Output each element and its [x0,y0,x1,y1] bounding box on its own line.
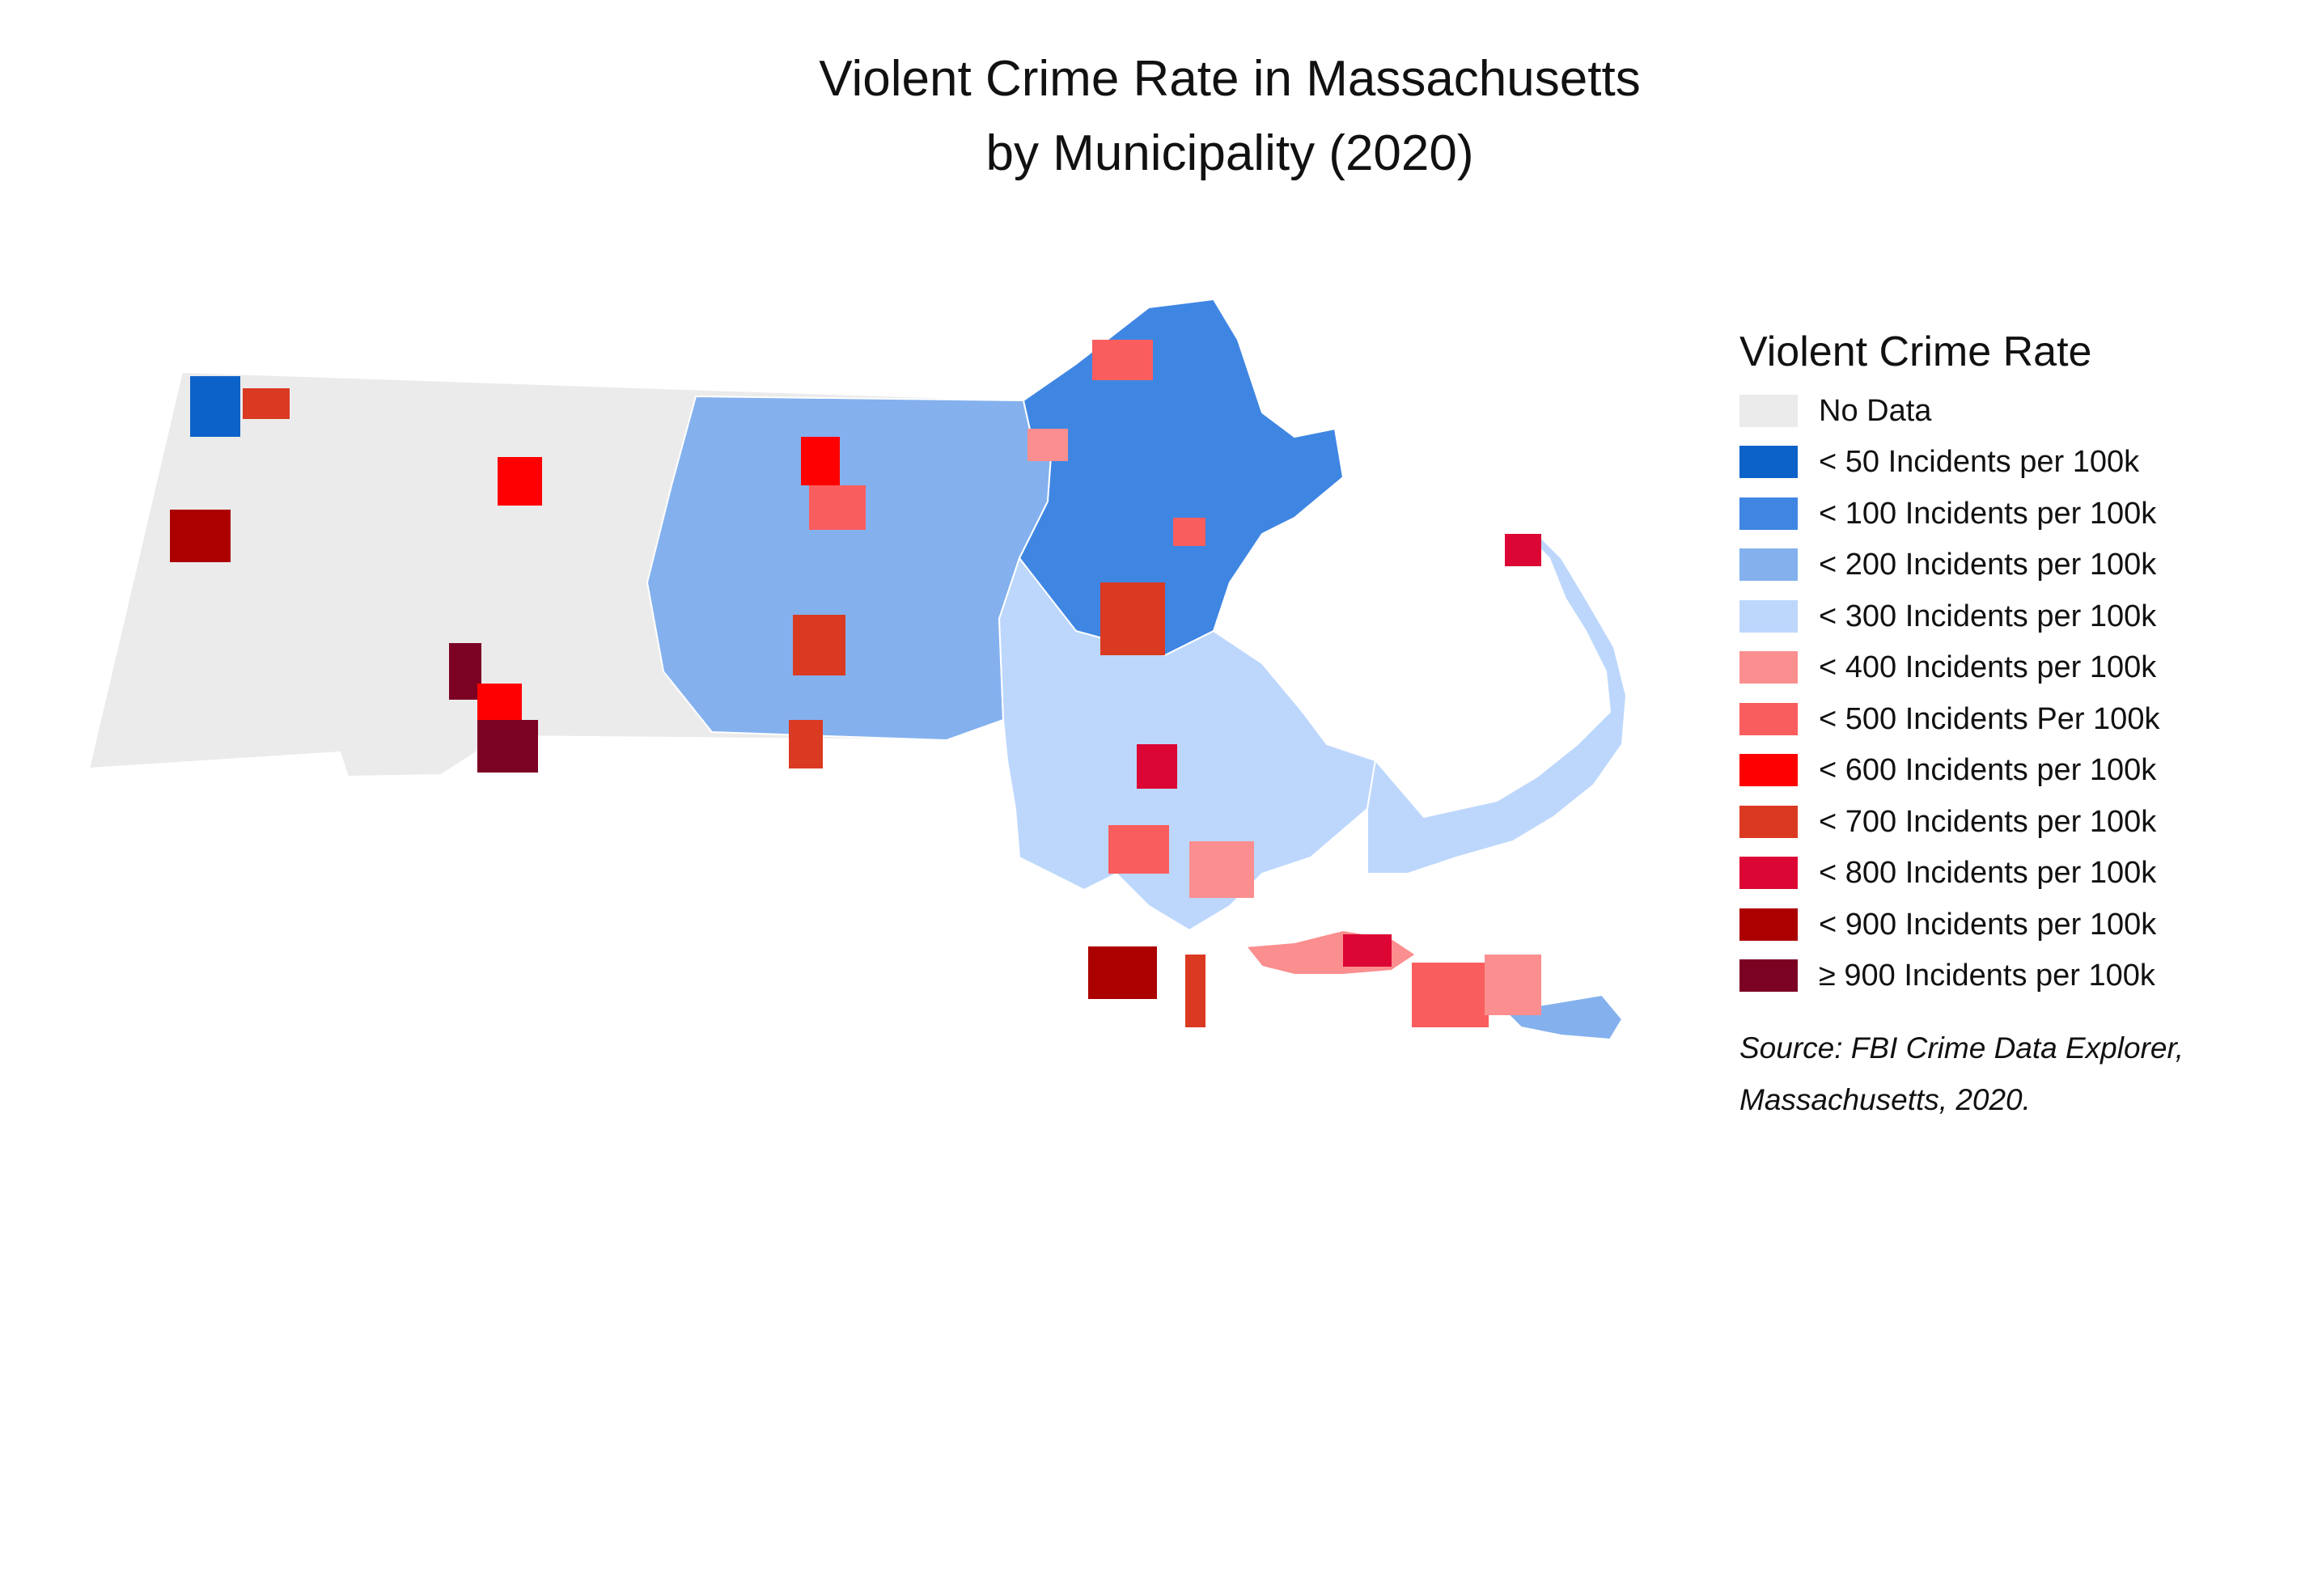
legend-items: No Data < 50 Incidents per 100k < 100 In… [1739,385,2290,1001]
map-title: Violent Crime Rate in Massachusetts by M… [0,42,2305,191]
municipality-holyoke [449,643,481,700]
legend-label: < 400 Incidents per 100k [1819,650,2157,685]
legend-swatch [1739,599,1798,633]
cape-cod-region [1366,532,1628,874]
legend-swatch [1739,959,1798,993]
municipality-fall-river [1088,946,1157,999]
legend-swatch [1739,394,1798,427]
legend-label: < 300 Incidents per 100k [1819,599,2157,633]
source-line-1: Source: FBI Crime Data Explorer, [1739,1031,2184,1065]
nantucket-island [1502,993,1624,1041]
legend-label: < 600 Incidents per 100k [1819,753,2157,788]
legend-item-under-200: < 200 Incidents per 100k [1739,540,2290,591]
central-massachusetts-region [646,395,1053,742]
legend-swatch [1739,497,1798,530]
legend-label: No Data [1819,393,1932,428]
legend-item-under-900: < 900 Incidents per 100k [1739,899,2290,950]
municipality-chicopee [477,684,522,720]
municipality-lynn [1173,518,1205,546]
municipality-adams [190,376,240,437]
legend-label: < 900 Incidents per 100k [1819,907,2157,942]
legend-swatch [1739,651,1798,684]
legend-item-under-600: < 600 Incidents per 100k [1739,745,2290,797]
legend-swatch [1739,805,1798,838]
municipality-springfield [477,720,538,773]
legend-swatch [1739,446,1798,479]
municipality-brockton [1137,744,1177,789]
municipality-middleboro [1189,841,1254,898]
legend-label: < 700 Incidents per 100k [1819,804,2157,839]
source-line-2: Massachusetts, 2020. [1739,1083,2031,1116]
legend-item-under-400: < 400 Incidents per 100k [1739,642,2290,694]
municipality-hyannis-area [1485,955,1541,1015]
map-title-line-1: Violent Crime Rate in Massachusetts [819,51,1641,107]
legend-item-under-50: < 50 Incidents per 100k [1739,437,2290,489]
map-svg [87,298,1628,1041]
municipality-barnstable [1412,963,1489,1027]
legend-swatch [1739,857,1798,890]
municipality-north-adams [243,388,290,419]
legend-item-under-500: < 500 Incidents Per 100k [1739,693,2290,745]
municipality-southbridge [789,720,823,768]
greater-boston-region [1018,298,1345,657]
map-legend: Violent Crime Rate No Data < 50 Incident… [1739,324,2290,1126]
legend-label: < 200 Incidents per 100k [1819,548,2157,582]
legend-swatch [1739,908,1798,941]
municipality-greenfield [498,457,542,506]
municipality-pittsfield [170,510,231,562]
municipality-boston [1100,582,1165,655]
municipality-lawrence [1092,340,1153,380]
municipality-lowell [1028,429,1068,461]
massachusetts-map [0,291,1699,1343]
municipality-new-bedford [1185,955,1205,1027]
municipality-oak-bluffs [1343,934,1392,967]
source-note: Source: FBI Crime Data Explorer, Massach… [1739,1022,2290,1126]
map-title-line-2: by Municipality (2020) [985,125,1474,181]
legend-label: < 50 Incidents per 100k [1819,445,2140,480]
legend-item-under-100: < 100 Incidents per 100k [1739,488,2290,540]
legend-label: < 800 Incidents per 100k [1819,856,2157,891]
legend-item-under-700: < 700 Incidents per 100k [1739,796,2290,848]
legend-swatch [1739,702,1798,735]
municipality-worcester [793,615,845,675]
municipality-fitchburg [809,485,866,530]
legend-title: Violent Crime Rate [1739,328,2092,375]
legend-item-900-plus: ≥ 900 Incidents per 100k [1739,950,2290,1002]
legend-label: < 100 Incidents per 100k [1819,496,2157,531]
legend-item-no-data: No Data [1739,385,2290,437]
legend-swatch [1739,548,1798,582]
legend-item-under-800: < 800 Incidents per 100k [1739,848,2290,900]
legend-label: ≥ 900 Incidents per 100k [1819,959,2155,993]
legend-item-under-300: < 300 Incidents per 100k [1739,591,2290,642]
legend-swatch [1739,754,1798,787]
legend-label: < 500 Incidents Per 100k [1819,701,2160,736]
municipality-athol [801,437,840,485]
municipality-taunton [1108,825,1169,874]
municipality-provincetown [1505,534,1541,566]
